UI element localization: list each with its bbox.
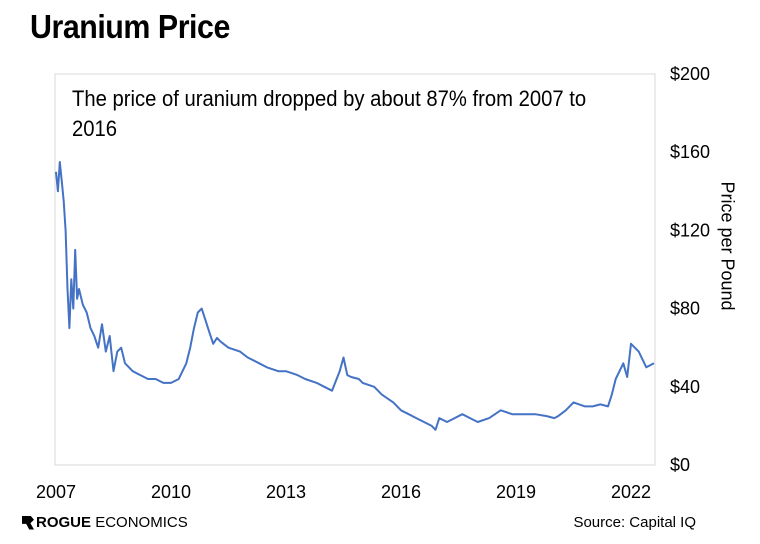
chart-annotation: The price of uranium dropped by about 87… bbox=[72, 86, 587, 141]
x-tick-label: 2013 bbox=[266, 482, 306, 502]
x-tick-label: 2022 bbox=[611, 482, 651, 502]
y-tick-label: $40 bbox=[670, 377, 700, 397]
plot-frame bbox=[54, 73, 656, 466]
brand-logo: ROGUE ECONOMICS bbox=[22, 514, 188, 531]
x-axis-ticks: 2007 2010 2013 2016 2019 2022 bbox=[36, 482, 651, 502]
x-tick-label: 2010 bbox=[151, 482, 191, 502]
price-series-line bbox=[55, 161, 655, 431]
y-tick-label: $0 bbox=[670, 455, 690, 475]
x-tick-label: 2019 bbox=[496, 482, 536, 502]
brand-name-rest: ECONOMICS bbox=[95, 514, 188, 531]
rogue-logo-icon bbox=[22, 515, 34, 530]
y-tick-label: $200 bbox=[670, 64, 710, 84]
x-tick-label: 2016 bbox=[381, 482, 421, 502]
x-tick-label: 2007 bbox=[36, 482, 76, 502]
y-tick-label: $160 bbox=[670, 142, 710, 162]
brand-name-bold: ROGUE bbox=[36, 514, 92, 531]
source-note: Source: Capital IQ bbox=[573, 514, 696, 531]
y-axis-label: Price per Pound bbox=[717, 181, 738, 311]
y-tick-label: $120 bbox=[670, 220, 710, 240]
y-tick-label: $80 bbox=[670, 299, 700, 319]
chart-title: Uranium Price bbox=[30, 8, 230, 45]
y-axis-ticks: $0 $40 $80 $120 $160 $200 bbox=[670, 64, 710, 475]
